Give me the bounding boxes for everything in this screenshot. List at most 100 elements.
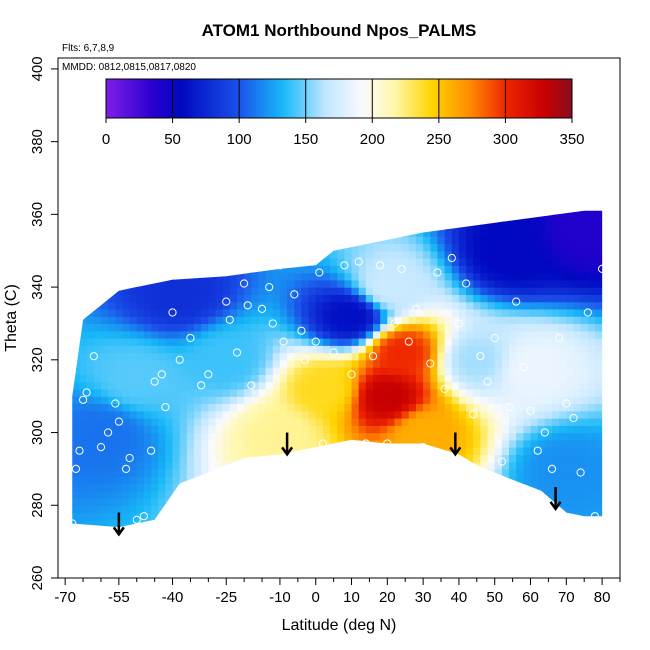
heatmap-cell bbox=[179, 345, 188, 354]
heatmap-cell bbox=[72, 316, 73, 325]
heatmap-cell bbox=[151, 352, 159, 361]
heatmap-cell bbox=[559, 381, 567, 390]
heatmap-cell bbox=[387, 316, 396, 325]
heatmap-cell bbox=[501, 388, 510, 397]
heatmap-cell bbox=[416, 388, 424, 397]
heatmap-cell bbox=[330, 468, 338, 477]
heatmap-cell bbox=[301, 388, 310, 397]
heatmap-cell bbox=[165, 287, 174, 295]
heatmap-cell bbox=[552, 381, 560, 390]
heatmap-cell bbox=[215, 308, 224, 317]
heatmap-cell bbox=[530, 236, 539, 245]
heatmap-cell bbox=[272, 512, 281, 521]
heatmap-cell bbox=[451, 519, 460, 528]
heatmap-cell bbox=[315, 468, 324, 477]
heatmap-cell bbox=[466, 323, 474, 332]
heatmap-cell bbox=[301, 301, 310, 310]
heatmap-cell bbox=[222, 425, 231, 434]
heatmap-cell bbox=[287, 272, 295, 281]
heatmap-cell bbox=[487, 512, 496, 521]
heatmap-cell bbox=[444, 381, 453, 390]
heatmap-cell bbox=[552, 301, 560, 310]
heatmap-cell bbox=[237, 425, 245, 434]
heatmap-cell bbox=[86, 308, 95, 317]
heatmap-cell bbox=[373, 512, 381, 521]
heatmap-cell bbox=[602, 330, 603, 339]
heatmap-cell bbox=[158, 461, 166, 470]
heatmap-cell bbox=[129, 519, 138, 528]
heatmap-cell bbox=[337, 236, 345, 245]
heatmap-cell bbox=[473, 294, 481, 303]
heatmap-cell bbox=[580, 439, 589, 448]
heatmap-cell bbox=[151, 439, 159, 448]
heatmap-cell bbox=[501, 498, 510, 506]
heatmap-cell bbox=[158, 243, 166, 252]
heatmap-cell bbox=[86, 294, 95, 303]
heatmap-cell bbox=[501, 308, 510, 317]
heatmap-cell bbox=[394, 236, 403, 245]
heatmap-cell bbox=[308, 439, 317, 448]
heatmap-cell bbox=[373, 490, 381, 499]
heatmap-cell bbox=[537, 279, 546, 288]
heatmap-cell bbox=[473, 338, 481, 346]
heatmap-cell bbox=[437, 418, 446, 426]
heatmap-cell bbox=[315, 287, 324, 295]
heatmap-cell bbox=[523, 308, 532, 317]
heatmap-cell bbox=[265, 338, 274, 346]
heatmap-cell bbox=[351, 388, 360, 397]
heatmap-cell bbox=[72, 381, 81, 390]
heatmap-cell bbox=[473, 250, 481, 259]
heatmap-cell bbox=[373, 432, 381, 441]
heatmap-cell bbox=[423, 214, 431, 223]
heatmap-cell bbox=[552, 200, 560, 208]
heatmap-cell bbox=[594, 454, 603, 463]
heatmap-cell bbox=[609, 484, 617, 492]
heatmap-cell bbox=[301, 265, 310, 274]
heatmap-cell bbox=[337, 221, 345, 230]
heatmap-cell bbox=[394, 468, 403, 477]
heatmap-cell bbox=[186, 432, 195, 441]
heatmap-cell bbox=[487, 388, 496, 397]
heatmap-cell bbox=[365, 345, 374, 354]
heatmap-cell bbox=[380, 367, 388, 375]
sample-point bbox=[329, 348, 338, 357]
heatmap-cell bbox=[122, 345, 131, 354]
heatmap-cell bbox=[230, 200, 238, 208]
heatmap-cell bbox=[330, 221, 338, 230]
heatmap-cell bbox=[315, 403, 324, 412]
heatmap-cell bbox=[86, 359, 95, 368]
heatmap-cell bbox=[487, 330, 496, 339]
heatmap-cell bbox=[244, 352, 252, 361]
heatmap-cell bbox=[136, 505, 145, 514]
heatmap-cell bbox=[122, 323, 131, 332]
heatmap-cell bbox=[401, 381, 410, 390]
heatmap-cell bbox=[208, 345, 217, 354]
heatmap-cell bbox=[337, 301, 345, 310]
heatmap-cell bbox=[301, 483, 310, 492]
heatmap-cell bbox=[136, 330, 145, 339]
heatmap-cell bbox=[509, 308, 517, 317]
heatmap-cell bbox=[294, 403, 303, 412]
heatmap-cell bbox=[580, 447, 589, 455]
heatmap-cell bbox=[201, 388, 209, 397]
heatmap-cell bbox=[173, 527, 181, 535]
heatmap-cell bbox=[315, 432, 324, 441]
heatmap-cell bbox=[459, 200, 467, 208]
heatmap-cell bbox=[108, 210, 116, 215]
heatmap-cell bbox=[215, 418, 224, 426]
heatmap-cell bbox=[552, 534, 560, 542]
y-axis-label: Theta (C) bbox=[3, 284, 20, 352]
heatmap-cell bbox=[115, 250, 124, 259]
heatmap-cell bbox=[480, 490, 489, 499]
heatmap-cell bbox=[580, 352, 589, 361]
heatmap-cell bbox=[129, 359, 138, 368]
heatmap-cell bbox=[602, 258, 603, 266]
sample-point bbox=[222, 297, 231, 306]
heatmap-cell bbox=[595, 527, 603, 535]
heatmap-cell bbox=[301, 272, 310, 281]
heatmap-cell bbox=[215, 250, 224, 259]
heatmap-cell bbox=[401, 221, 410, 230]
heatmap-cell bbox=[215, 258, 224, 266]
heatmap-cell bbox=[466, 338, 474, 346]
heatmap-cell bbox=[294, 418, 303, 426]
